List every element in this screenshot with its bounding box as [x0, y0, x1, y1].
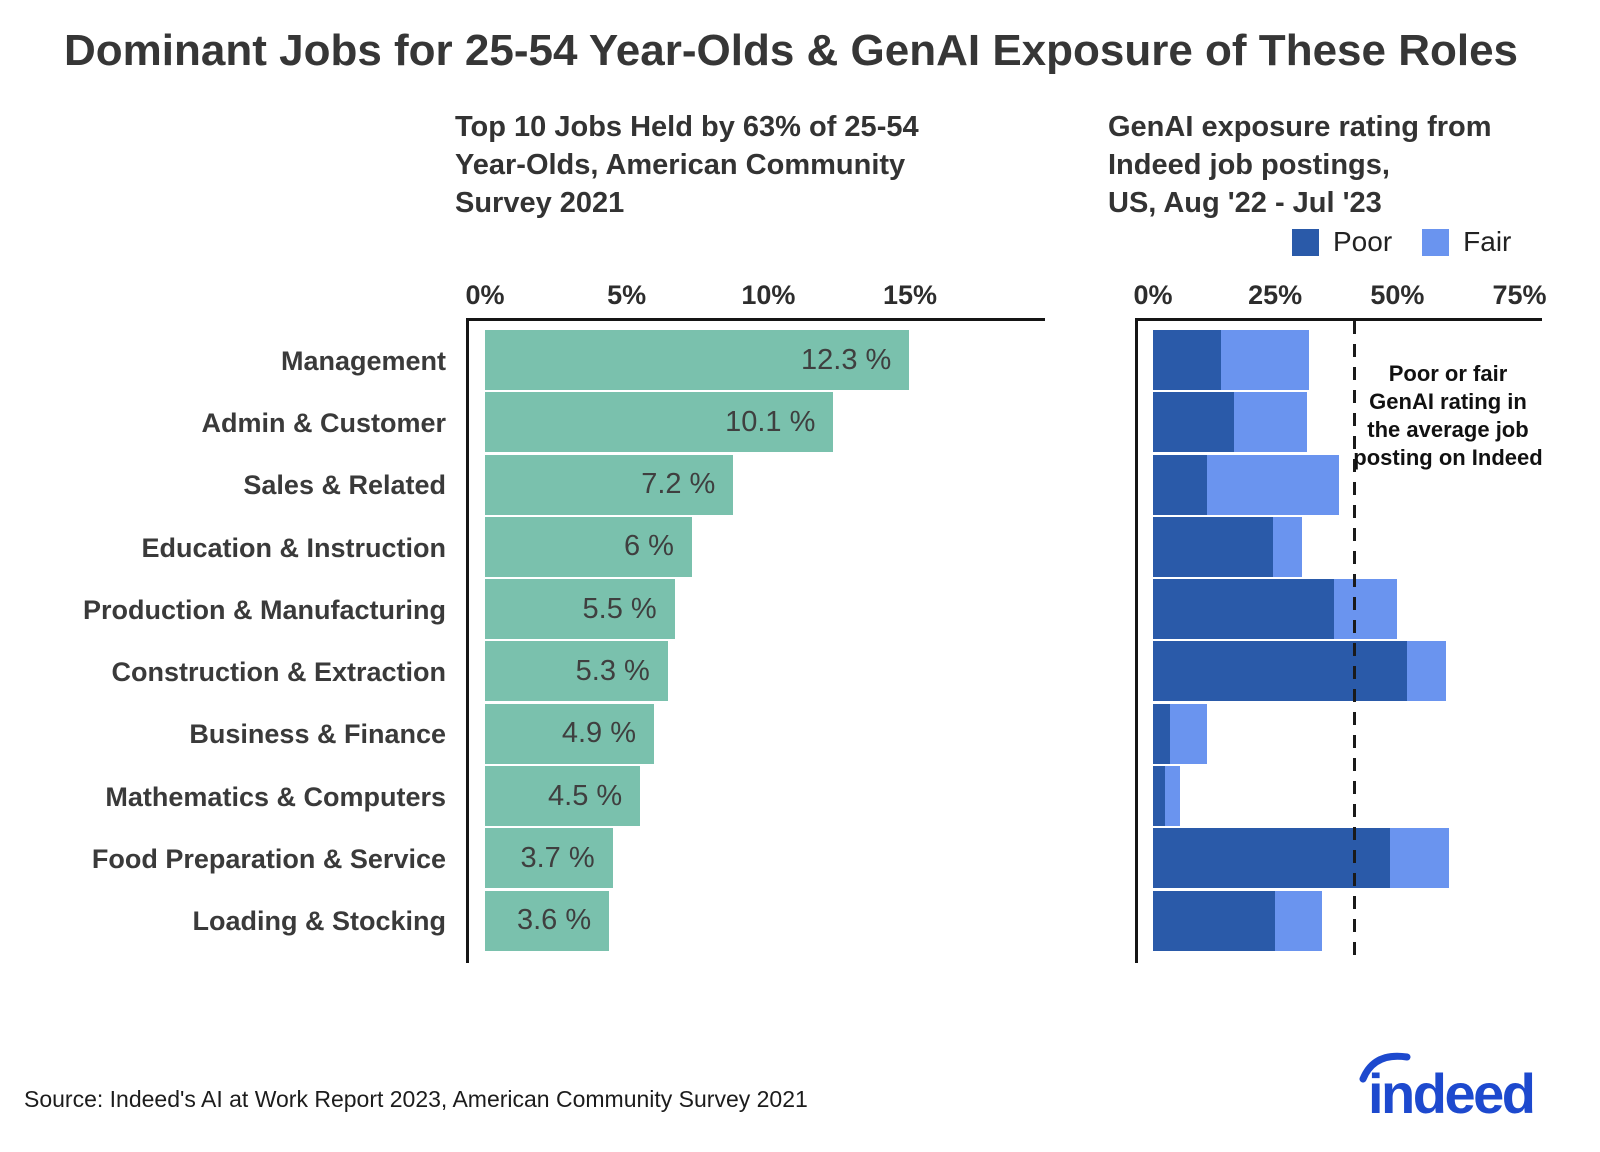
category-label: Food Preparation & Service	[91, 844, 446, 875]
poor-segment	[1153, 579, 1334, 640]
category-label: Loading & Stocking	[192, 906, 447, 937]
stacked-bar-row	[1153, 703, 1542, 764]
stacked-bar-row	[1153, 516, 1542, 577]
left-bar: 10.1 %	[485, 392, 834, 453]
bar-value-label: 4.9 %	[561, 717, 637, 750]
source-text: Source: Indeed's AI at Work Report 2023,…	[24, 1086, 808, 1112]
poor-segment	[1153, 703, 1171, 764]
bar-value-label: 3.6 %	[517, 904, 592, 937]
right-axis-ticks: 0% 25% 50% 75%	[1133, 280, 1546, 314]
fair-segment	[1275, 890, 1322, 951]
right-chart-subtitle: GenAI exposure rating from Indeed job po…	[1108, 111, 1492, 219]
poor-segment	[1153, 890, 1276, 951]
poor-segment	[1153, 516, 1273, 577]
left-bar: 3.7 %	[485, 828, 613, 889]
bar-value-label: 4.5 %	[548, 779, 623, 812]
poor-segment	[1153, 641, 1408, 702]
fair-segment	[1333, 579, 1398, 640]
page-title: Dominant Jobs for 25-54 Year-Olds & GenA…	[64, 26, 1519, 75]
category-labels: Management Admin & Customer Sales & Relate…	[0, 330, 452, 953]
category-label: Sales & Related	[243, 470, 446, 501]
bar-value-label: 7.2 %	[641, 468, 716, 501]
category-label: Admin & Customer	[201, 407, 446, 438]
left-chart-subtitle: Top 10 Jobs Held by 63% of 25-54 Year-Ol…	[455, 111, 919, 219]
left-bar: 7.2 %	[485, 454, 734, 515]
legend-label-poor: Poor	[1333, 226, 1393, 257]
category-label: Management	[280, 345, 446, 376]
stacked-bar-row	[1153, 579, 1542, 640]
category-label: Education & Instruction	[141, 532, 446, 563]
fair-segment	[1390, 828, 1449, 889]
stacked-bar-row	[1153, 766, 1542, 827]
bar-value-label: 3.7 %	[520, 841, 595, 874]
bar-value-label: 10.1 %	[725, 405, 816, 438]
axis-tick-label: 5%	[607, 280, 647, 310]
left-plot: 12.3 % 10.1 % 7.2 % 6 % 5.5 % 5.3 % 4.9 % 4.5 %…	[466, 318, 1045, 963]
fair-segment	[1407, 641, 1447, 702]
stacked-bar-row	[1153, 330, 1542, 390]
legend-swatch-fair-icon	[1422, 228, 1450, 256]
logo-text: indeed	[1368, 1062, 1536, 1125]
poor-segment	[1153, 766, 1166, 827]
bar-value-label: 12.3 %	[801, 343, 892, 376]
poor-segment	[1153, 392, 1234, 453]
legend-swatch-poor-icon	[1292, 228, 1319, 256]
legend: Poor Fair	[1292, 226, 1511, 258]
bar-value-label: 5.3 %	[575, 654, 650, 687]
fair-segment	[1170, 703, 1207, 764]
left-bar: 4.5 %	[485, 766, 641, 827]
category-label: Business & Finance	[189, 719, 446, 750]
left-bars: 12.3 % 10.1 % 7.2 % 6 % 5.5 % 5.3 % 4.9 % 4.5 %…	[469, 321, 1045, 951]
stacked-bar-row	[1153, 890, 1542, 951]
category-label: Mathematics & Computers	[105, 781, 446, 812]
bar-value-label: 6 %	[623, 530, 674, 563]
left-axis-ticks: 0% 5% 10% 15%	[465, 280, 1043, 314]
fair-segment	[1221, 330, 1310, 390]
left-bar: 4.9 %	[485, 703, 655, 764]
category-label: Production & Manufacturing	[83, 594, 446, 625]
legend-label-fair: Fair	[1463, 226, 1512, 257]
axis-tick-label: 15%	[882, 280, 938, 310]
annotation-text: Poor or fair GenAI rating in the average…	[1353, 361, 1543, 470]
stacked-bar-row	[1153, 641, 1542, 702]
fair-segment	[1206, 454, 1339, 515]
left-bar: 12.3 %	[485, 330, 910, 390]
right-bars	[1138, 321, 1542, 951]
stacked-bar-row	[1153, 392, 1542, 453]
axis-tick-label: 75%	[1492, 280, 1547, 310]
left-bar: 5.5 %	[485, 579, 675, 640]
poor-segment	[1153, 330, 1222, 390]
axis-tick-label: 25%	[1248, 280, 1303, 310]
axis-tick-label: 10%	[741, 280, 796, 310]
axis-tick-label: 0%	[1133, 280, 1173, 310]
category-label: Construction & Extraction	[111, 657, 446, 688]
fair-segment	[1272, 516, 1303, 577]
axis-tick-label: 50%	[1370, 280, 1425, 310]
axis-tick-label: 0%	[465, 280, 505, 310]
indeed-logo: indeed	[1359, 1050, 1536, 1125]
left-bar: 3.6 %	[485, 890, 610, 951]
poor-segment	[1153, 828, 1391, 889]
left-bar: 6 %	[485, 516, 692, 577]
fair-segment	[1233, 392, 1307, 453]
stacked-bar-row	[1153, 454, 1542, 515]
fair-segment	[1165, 766, 1180, 827]
bar-value-label: 5.5 %	[582, 592, 657, 625]
dashed-threshold-line	[1352, 321, 1356, 960]
stacked-bar-row	[1153, 828, 1542, 889]
poor-segment	[1153, 454, 1207, 515]
right-plot	[1135, 318, 1542, 963]
logo-swoosh-icon	[1359, 1052, 1411, 1083]
left-bar: 5.3 %	[485, 641, 668, 702]
